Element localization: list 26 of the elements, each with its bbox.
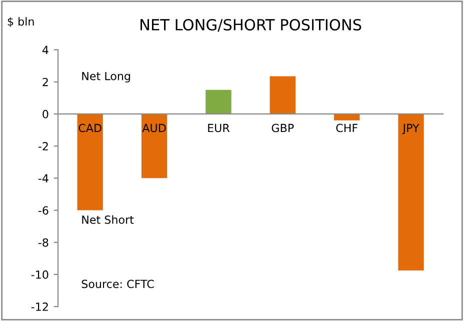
y-tick-label: -6 xyxy=(38,206,48,215)
chart-title: NET LONG/SHORT POSITIONS xyxy=(140,18,362,32)
y-tick-label: -4 xyxy=(38,174,48,182)
y-tick-label: 4 xyxy=(42,46,48,54)
bar xyxy=(141,114,168,178)
x-tick-label: JPY xyxy=(402,124,420,134)
x-tick-label: GBP xyxy=(272,124,294,132)
bar xyxy=(77,114,103,210)
y-tick-label: 2 xyxy=(42,78,48,86)
x-tick-label: CAD xyxy=(78,124,102,132)
x-tick-label: CHF xyxy=(336,124,358,132)
annotation: Net Long xyxy=(82,72,130,82)
y-tick-label: -8 xyxy=(38,238,48,247)
bar xyxy=(398,114,424,270)
bar xyxy=(206,90,232,114)
y-tick-label: -2 xyxy=(38,142,48,150)
y-axis-title: $ bln xyxy=(8,17,34,28)
annotation: Net Short xyxy=(82,215,134,224)
x-tick-label: EUR xyxy=(208,124,230,132)
bar xyxy=(270,76,296,114)
y-tick-label: -10 xyxy=(31,270,48,279)
bar xyxy=(334,114,360,120)
y-tick-label: 0 xyxy=(42,110,48,118)
y-tick-label: -12 xyxy=(31,302,48,311)
x-tick-label: AUD xyxy=(142,124,166,132)
annotation: Source: CFTC xyxy=(82,280,154,288)
